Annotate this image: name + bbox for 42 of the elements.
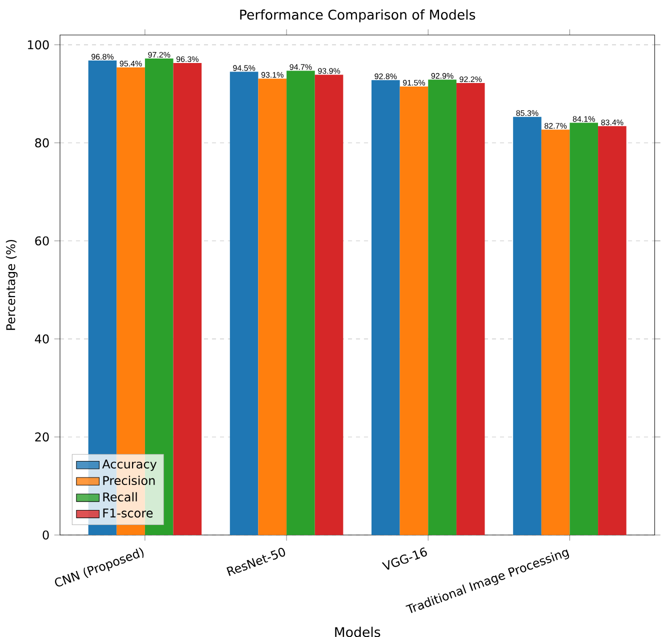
data-label: 96.3% — [176, 56, 198, 62]
bar — [541, 130, 570, 536]
bar — [314, 74, 344, 536]
data-label: 92.2% — [460, 76, 482, 82]
data-label: 94.5% — [233, 65, 256, 71]
bar — [400, 86, 428, 536]
y-tick-label: 60 — [35, 236, 49, 246]
data-label: 93.1% — [261, 72, 284, 78]
data-label: 97.2% — [148, 52, 170, 58]
legend-label: F1-score — [103, 508, 153, 518]
bar — [456, 83, 485, 536]
chart-title: Performance Comparison of Models — [240, 9, 476, 22]
data-label: 92.9% — [431, 73, 454, 79]
y-tick-label: 80 — [35, 138, 49, 148]
data-label: 85.3% — [516, 110, 538, 116]
legend-label: Accuracy — [102, 460, 157, 471]
bar — [286, 70, 315, 536]
bar — [428, 80, 456, 536]
data-label: 93.9% — [318, 68, 340, 74]
bar — [513, 116, 542, 536]
data-label: 84.1% — [572, 116, 595, 122]
y-tick-label: 20 — [35, 432, 49, 442]
bar — [570, 122, 598, 536]
legend-label: Precision — [103, 476, 155, 486]
data-label: 82.7% — [544, 123, 567, 129]
y-tick-label: 40 — [34, 334, 49, 344]
bar — [173, 62, 202, 536]
data-label: 92.8% — [374, 74, 397, 80]
data-label: 94.7% — [290, 64, 312, 70]
y-tick-label: 100 — [28, 40, 49, 50]
bar — [598, 126, 626, 536]
x-axis-title: Models — [335, 626, 380, 637]
data-label: 95.4% — [120, 60, 142, 66]
legend-label: Recall — [103, 492, 137, 502]
data-label: 91.5% — [403, 80, 426, 86]
bar — [258, 78, 287, 536]
bar — [372, 80, 400, 536]
data-label: 96.8% — [92, 54, 114, 60]
y-axis-title: Percentage (%) — [6, 240, 18, 330]
bar — [230, 72, 258, 536]
data-label: 83.4% — [601, 120, 624, 126]
y-tick-label: 0 — [42, 530, 49, 540]
